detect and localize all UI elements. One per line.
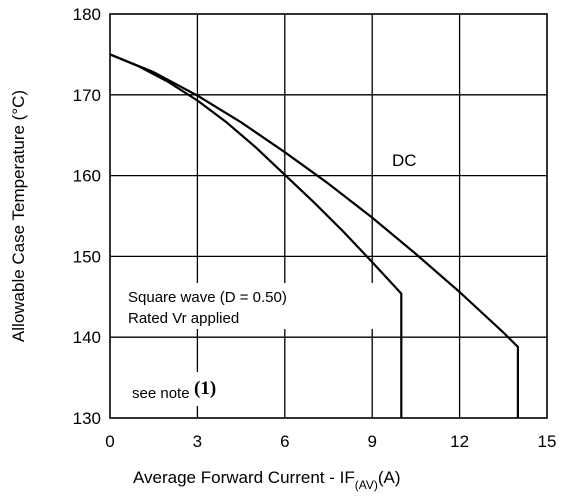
dc-series-label: DC: [392, 151, 417, 170]
rated-vr-label: Rated Vr applied: [128, 310, 239, 327]
y-axis-label: Allowable Case Temperature (°C): [9, 90, 28, 342]
y-tick-label: 180: [73, 5, 101, 24]
square-wave-series-line: [109, 53, 403, 418]
x-tick-labels: 0 3 6 9 12 15: [105, 432, 556, 451]
series-group: [109, 53, 520, 418]
square-wave-label: Square wave (D = 0.50): [128, 289, 287, 306]
y-tick-label: 140: [73, 328, 101, 347]
x-tick-label: 12: [450, 432, 469, 451]
y-tick-labels: 130 140 150 160 170 180: [73, 5, 101, 428]
x-axis-label: Average Forward Current - IF(AV)(A): [133, 468, 401, 492]
x-axis-label-sub: (AV): [355, 478, 378, 492]
note-number: (1): [194, 378, 216, 399]
see-note-text: see note: [132, 385, 190, 402]
y-tick-label: 130: [73, 409, 101, 428]
x-tick-label: 9: [367, 432, 376, 451]
y-tick-label: 150: [73, 247, 101, 266]
plot-frame: [109, 13, 548, 419]
dc-series-line: [109, 53, 520, 418]
x-tick-label: 6: [280, 432, 289, 451]
y-tick-label: 160: [73, 167, 101, 186]
x-tick-label: 3: [193, 432, 202, 451]
x-axis-label-main: Average Forward Current - IF: [133, 468, 355, 487]
x-tick-label: 15: [538, 432, 557, 451]
x-axis-label-unit: (A): [378, 468, 401, 487]
grid: [110, 14, 547, 418]
x-tick-label: 0: [105, 432, 114, 451]
y-tick-label: 170: [73, 86, 101, 105]
